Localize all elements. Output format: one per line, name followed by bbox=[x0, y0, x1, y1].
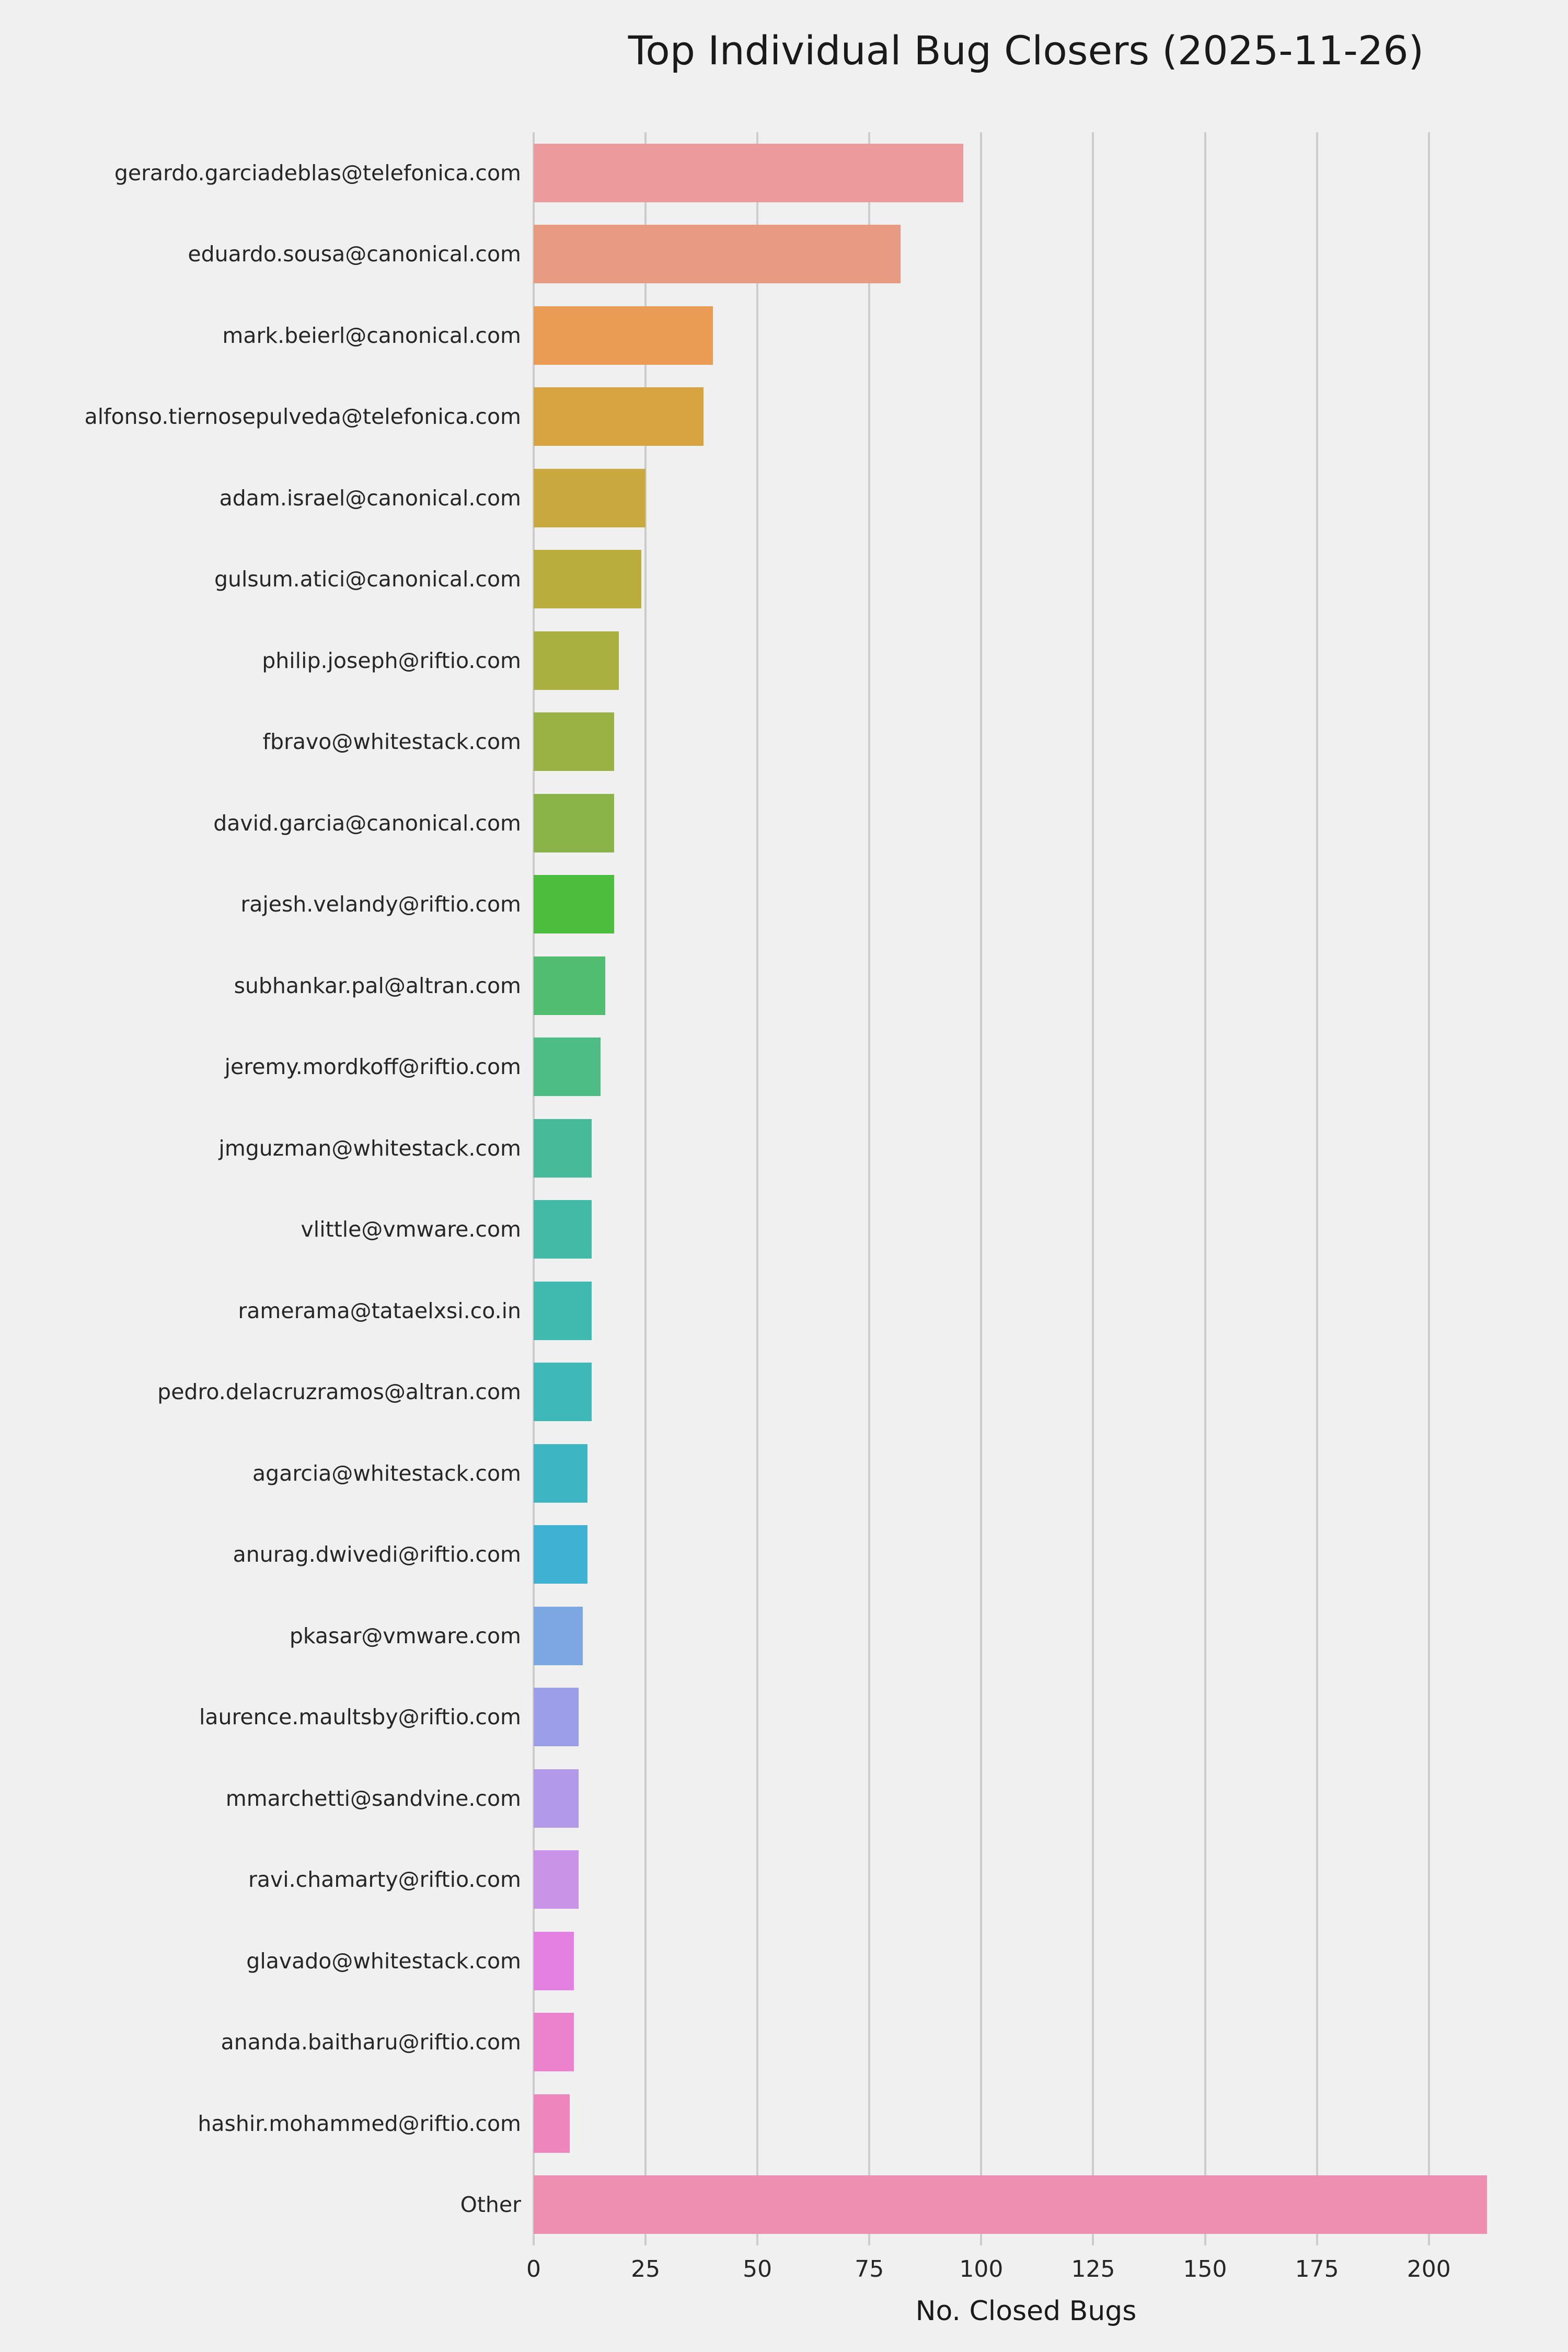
category-label: alfonso.tiernosepulveda@telefonica.com bbox=[84, 404, 521, 430]
category-label: rajesh.velandy@riftio.com bbox=[240, 892, 521, 917]
bar bbox=[534, 1444, 587, 1503]
x-axis-ticks: 0 25 50 75 100 125 150 175 200 bbox=[526, 2256, 1518, 2287]
bar bbox=[534, 1200, 592, 1259]
x-tick-label: 150 bbox=[1183, 2256, 1227, 2282]
gridline bbox=[1092, 132, 1094, 2245]
x-tick-label: 50 bbox=[743, 2256, 773, 2282]
category-label: ramerama@tataelxsi.co.in bbox=[238, 1298, 521, 1323]
category-label: hashir.mohammed@riftio.com bbox=[198, 2111, 521, 2136]
bar bbox=[534, 1119, 592, 1178]
gridline bbox=[1204, 132, 1206, 2245]
x-axis-label: No. Closed Bugs bbox=[915, 2296, 1137, 2327]
x-tick-label: 0 bbox=[526, 2256, 541, 2282]
category-label: gerardo.garciadeblas@telefonica.com bbox=[114, 160, 521, 186]
category-label: eduardo.sousa@canonical.com bbox=[188, 241, 521, 267]
x-tick-label: 25 bbox=[631, 2256, 661, 2282]
category-label: laurence.maultsby@riftio.com bbox=[199, 1704, 521, 1730]
bar bbox=[534, 143, 964, 202]
category-label: glavado@whitestack.com bbox=[246, 1948, 521, 1974]
x-tick-label: 175 bbox=[1295, 2256, 1339, 2282]
bar bbox=[534, 306, 713, 365]
bar bbox=[534, 712, 615, 771]
bar bbox=[534, 468, 646, 527]
category-label: vlittle@vmware.com bbox=[301, 1217, 521, 1242]
category-label: philip.joseph@riftio.com bbox=[262, 648, 521, 673]
category-label: agarcia@whitestack.com bbox=[252, 1460, 521, 1486]
bar bbox=[534, 1606, 583, 1665]
bar bbox=[534, 1363, 592, 1422]
category-label: ananda.baitharu@riftio.com bbox=[221, 2030, 521, 2055]
gridline bbox=[1316, 132, 1318, 2245]
category-label: david.garcia@canonical.com bbox=[213, 810, 521, 836]
category-label: anurag.dwivedi@riftio.com bbox=[233, 1542, 521, 1567]
gridline bbox=[1427, 132, 1430, 2245]
bar bbox=[534, 1931, 574, 1990]
category-label: mark.beierl@canonical.com bbox=[222, 322, 521, 348]
category-label: pkasar@vmware.com bbox=[289, 1623, 521, 1648]
y-axis-labels: gerardo.garciadeblas@telefonica.com eduar… bbox=[0, 132, 521, 2245]
category-label: Other bbox=[460, 2192, 521, 2218]
category-label: fbravo@whitestack.com bbox=[262, 729, 521, 755]
category-label: ravi.chamarty@riftio.com bbox=[248, 1867, 521, 1893]
chart-title: Top Individual Bug Closers (2025-11-26) bbox=[628, 27, 1424, 74]
bar bbox=[534, 1688, 579, 1747]
bar bbox=[534, 225, 901, 284]
bar bbox=[534, 1281, 592, 1340]
bar bbox=[534, 1769, 579, 1828]
category-label: jmguzman@whitestack.com bbox=[218, 1135, 521, 1161]
x-tick-label: 200 bbox=[1406, 2256, 1451, 2282]
bar bbox=[534, 2013, 574, 2072]
x-tick-label: 75 bbox=[855, 2256, 884, 2282]
category-label: adam.israel@canonical.com bbox=[219, 485, 521, 511]
bar bbox=[534, 631, 619, 690]
gridline bbox=[756, 132, 759, 2245]
gridline bbox=[533, 132, 535, 2245]
bar bbox=[534, 956, 606, 1015]
category-label: subhankar.pal@altran.com bbox=[234, 973, 521, 998]
category-label: jeremy.mordkoff@riftio.com bbox=[224, 1054, 521, 1080]
bar bbox=[534, 793, 615, 852]
bar bbox=[534, 2175, 1488, 2234]
bar bbox=[534, 1525, 587, 1584]
plot-area bbox=[533, 132, 1518, 2245]
bar bbox=[534, 550, 641, 609]
category-label: pedro.delacruzramos@altran.com bbox=[157, 1379, 521, 1405]
gridline bbox=[644, 132, 647, 2245]
gridline bbox=[868, 132, 871, 2245]
gridline bbox=[980, 132, 983, 2245]
x-tick-label: 125 bbox=[1071, 2256, 1115, 2282]
category-label: gulsum.atici@canonical.com bbox=[214, 567, 521, 592]
bar bbox=[534, 1850, 579, 1909]
category-label: mmarchetti@sandvine.com bbox=[225, 1785, 521, 1811]
bar bbox=[534, 1037, 601, 1097]
bar bbox=[534, 875, 615, 934]
x-tick-label: 100 bbox=[959, 2256, 1004, 2282]
bar bbox=[534, 2094, 570, 2153]
bar bbox=[534, 387, 704, 446]
